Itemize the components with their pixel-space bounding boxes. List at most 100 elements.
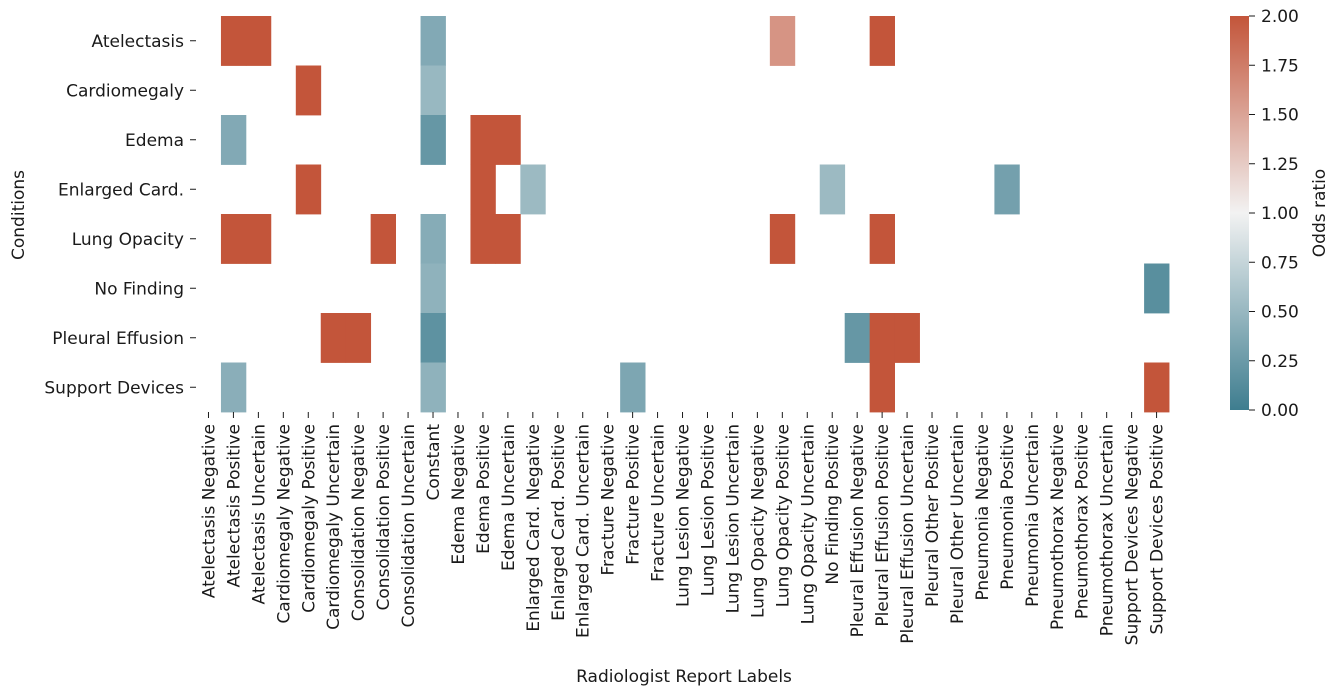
y-tick-label: Atelectasis	[91, 32, 184, 52]
heatmap-cell	[894, 313, 920, 363]
x-tick-label: Cardiomegaly Positive	[299, 424, 319, 613]
x-tick-label: Pleural Other Positive	[923, 424, 943, 607]
x-tick-label: Edema Uncertain	[499, 424, 519, 571]
x-tick-label: Lung Lesion Positive	[698, 424, 718, 596]
colorbar-tick-label: 0.00	[1261, 401, 1299, 421]
heatmap-cells	[220, 16, 1170, 413]
heatmap-cell	[420, 214, 446, 264]
heatmap-cell	[495, 115, 521, 165]
heatmap-cell	[345, 313, 372, 363]
x-tick-label: Pneumonia Positive	[998, 424, 1018, 590]
x-tick-label: Cardiomegaly Negative	[274, 424, 294, 624]
heatmap-cell	[470, 115, 496, 165]
y-tick-label: Edema	[125, 131, 184, 151]
heatmap-cell	[220, 16, 247, 66]
heatmap-cell	[420, 263, 446, 314]
x-tick-label: Cardiomegaly Uncertain	[324, 424, 344, 630]
heatmap-cell	[420, 362, 446, 413]
heatmap-cell	[220, 115, 247, 165]
y-tick-label: Cardiomegaly	[66, 81, 184, 101]
colorbar-tick-label: 1.00	[1261, 204, 1299, 224]
x-tick-label: Consolidation Negative	[349, 424, 369, 621]
x-tick-label: Lung Opacity Negative	[748, 424, 768, 618]
x-tick-label: Enlarged Card. Negative	[524, 424, 544, 632]
heatmap-cell	[295, 164, 322, 215]
heatmap-cell	[420, 16, 446, 66]
x-tick-label: Fracture Negative	[599, 424, 619, 576]
colorbar-tick-label: 1.25	[1261, 155, 1299, 175]
x-tick-label: Edema Negative	[449, 424, 469, 565]
x-tick-label: Pleural Effusion Negative	[848, 424, 868, 637]
colorbar-gradient	[1230, 16, 1249, 410]
heatmap-cell	[819, 164, 846, 215]
colorbar-label: Odds ratio	[1310, 169, 1330, 257]
heatmap-cell	[320, 313, 347, 363]
y-tick-label: Lung Opacity	[72, 230, 184, 250]
colorbar-tick-label: 0.50	[1261, 303, 1299, 323]
heatmap-cell	[220, 362, 247, 413]
heatmap-cell	[370, 214, 396, 264]
heatmap-cell	[769, 214, 796, 264]
x-tick-label: Support Devices Positive	[1148, 424, 1168, 635]
x-tick-label: Pleural Effusion Positive	[873, 424, 893, 627]
x-tick-label: Pleural Effusion Uncertain	[898, 424, 918, 644]
heatmap-cell	[994, 164, 1020, 215]
x-tick-label: Atelectasis Negative	[199, 424, 219, 598]
heatmap-cell	[769, 16, 796, 66]
x-axis: Atelectasis Negative Atelectasis Positive…	[199, 412, 1168, 645]
x-tick-label: Lung Opacity Positive	[773, 424, 793, 607]
x-tick-label: Pneumothorax Positive	[1073, 424, 1093, 619]
y-tick-label: Enlarged Card.	[58, 180, 184, 200]
x-tick-label: Pneumonia Negative	[973, 424, 993, 601]
heatmap-cell	[470, 214, 496, 264]
heatmap-cell	[1144, 263, 1170, 314]
x-tick-label: No Finding Positive	[823, 424, 843, 585]
x-tick-label: Atelectasis Uncertain	[249, 424, 269, 605]
heatmap-cell	[869, 214, 895, 264]
heatmap-cell	[245, 214, 272, 264]
x-tick-label: Pneumothorax Negative	[1048, 424, 1068, 630]
x-tick-label: Enlarged Card. Uncertain	[574, 424, 594, 638]
x-tick-label: Edema Positive	[474, 424, 494, 554]
x-tick-label: Lung Lesion Uncertain	[723, 424, 743, 613]
heatmap-cell	[520, 164, 546, 215]
x-tick-label: Lung Lesion Negative	[674, 424, 694, 607]
heatmap-cell	[1144, 362, 1170, 413]
heatmap-cell	[295, 65, 322, 116]
x-tick-label: Lung Opacity Uncertain	[798, 424, 818, 624]
heatmap-cell	[220, 214, 247, 264]
heatmap-cell	[470, 164, 496, 215]
x-tick-label: Consolidation Positive	[374, 424, 394, 610]
heatmap-cell	[420, 65, 446, 116]
y-tick-label: Support Devices	[44, 378, 184, 398]
colorbar-ticks: 0.00 0.25 0.50 0.75 1.00 1.25 1.50 1.75 2.00	[1249, 7, 1299, 421]
heatmap-cell	[869, 313, 895, 363]
colorbar: 0.00 0.25 0.50 0.75 1.00 1.25 1.50 1.75 2.00	[1230, 7, 1299, 421]
heatmap-cell	[495, 214, 521, 264]
x-tick-label: Pneumonia Uncertain	[1023, 424, 1043, 607]
x-tick-label: Fracture Uncertain	[649, 424, 669, 582]
y-tick-label: No Finding	[94, 279, 184, 299]
x-tick-label: Atelectasis Positive	[224, 424, 244, 587]
x-tick-label: Pneumothorax Uncertain	[1098, 424, 1118, 636]
x-tick-label: Constant	[424, 424, 444, 501]
heatmap-cell	[869, 16, 895, 66]
colorbar-tick-label: 1.75	[1261, 56, 1299, 76]
x-tick-label: Enlarged Card. Positive	[549, 424, 569, 621]
heatmap-cell	[620, 362, 646, 413]
heatmap-cell	[420, 115, 446, 165]
y-axis: Atelectasis Cardiomegaly Edema Enlarged Car…	[44, 32, 196, 398]
x-tick-label: Fracture Positive	[624, 424, 644, 565]
colorbar-tick-label: 0.25	[1261, 352, 1299, 372]
colorbar-tick-label: 2.00	[1261, 7, 1299, 27]
y-axis-label: Conditions	[9, 170, 29, 260]
x-tick-label: Support Devices Negative	[1123, 424, 1143, 645]
heatmap-cell	[869, 362, 895, 413]
x-axis-label: Radiologist Report Labels	[576, 667, 792, 687]
y-tick-label: Pleural Effusion	[52, 329, 184, 349]
heatmap-cell	[245, 16, 272, 66]
x-tick-label: Pleural Other Uncertain	[948, 424, 968, 624]
x-tick-label: Consolidation Uncertain	[399, 424, 419, 628]
colorbar-tick-label: 0.75	[1261, 253, 1299, 273]
